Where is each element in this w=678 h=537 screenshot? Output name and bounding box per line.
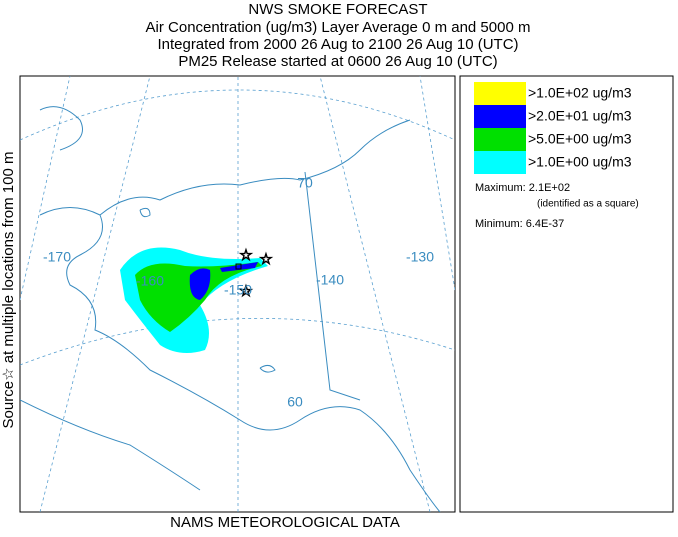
map: ☆ ☆ ☆ (19, 75, 456, 513)
max-square (235, 263, 242, 270)
legend: >1.0E+02 ug/m3 >2.0E+01 ug/m3 >5.0E+00 ug/… (474, 82, 632, 174)
graticule-label: 60 (287, 394, 303, 410)
maximum-note: (identified as a square) (537, 199, 639, 210)
graticule-label: -130 (406, 249, 434, 265)
svg-text:☆: ☆ (239, 247, 252, 264)
legend-swatch (474, 82, 526, 105)
graticule-label: -150 (224, 282, 252, 298)
graticule-label: -170 (43, 249, 71, 265)
graticule-labels: -170 -160 -150 -140 -130 70 60 (43, 175, 434, 410)
maximum: Maximum: 2.1E+02 (475, 182, 570, 194)
minimum: Minimum: 6.4E-37 (475, 218, 564, 230)
legend-label: >5.0E+00 ug/m3 (528, 131, 632, 147)
legend-label: >1.0E+02 ug/m3 (528, 85, 632, 101)
legend-label: >1.0E+00 ug/m3 (528, 154, 632, 170)
legend-swatch (474, 128, 526, 151)
subtitle: PM25 Release started at 0600 26 Aug 10 (… (178, 53, 497, 70)
side-label: Source☆ at multiple locations from 100 m (0, 152, 17, 429)
svg-text:☆: ☆ (259, 251, 272, 268)
subtitle: Air Concentration (ug/m3) Layer Average … (146, 19, 531, 36)
svg-text:☆: ☆ (239, 283, 252, 300)
title: NWS SMOKE FORECAST (248, 1, 427, 18)
subtitle: Integrated from 2000 26 Aug to 2100 26 A… (157, 36, 518, 53)
footer: NAMS METEOROLOGICAL DATA (170, 514, 400, 531)
legend-label: >2.0E+01 ug/m3 (528, 108, 632, 124)
graticule-label: -140 (316, 272, 344, 288)
legend-swatch (474, 151, 526, 174)
source-markers: ☆ ☆ ☆ (239, 246, 273, 300)
graticule-label: -160 (136, 273, 164, 289)
legend-swatch (474, 105, 526, 128)
graticule-label: 70 (297, 175, 313, 191)
